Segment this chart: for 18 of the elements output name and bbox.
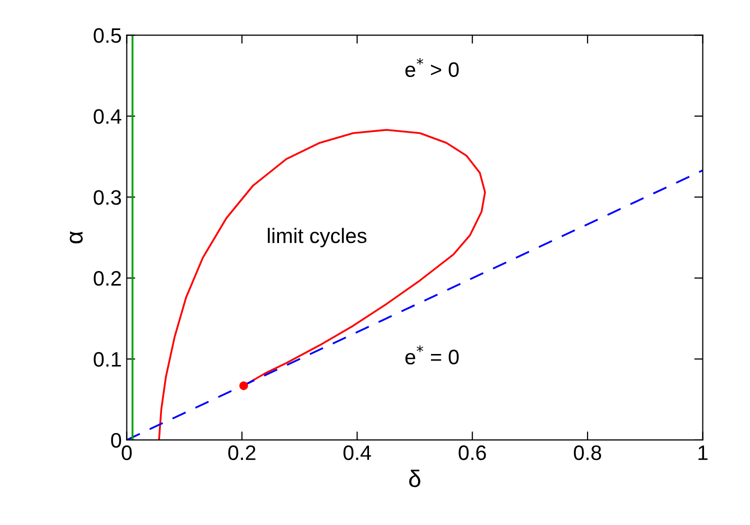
line-series [158, 128, 486, 440]
annotation: e$^{*}$ = 0 [405, 345, 459, 364]
y-tick-label: 0 [111, 432, 122, 448]
annotation: e$^{*}$ > 0 [405, 58, 459, 78]
x-tick-label: 1 [698, 446, 708, 460]
y-axis-title: α [70, 231, 83, 244]
x-axis-title: δ [409, 470, 420, 488]
x-tick-label: 0.4 [343, 445, 372, 460]
y-tick-label: 0.3 [94, 190, 121, 205]
y-tick-label: 0.1 [94, 352, 121, 367]
x-tick-label: 0 [122, 445, 132, 460]
x-tick-label: 0.8 [574, 445, 602, 460]
y-tick-label: 0.4 [94, 109, 122, 124]
y-tick-label: 0.2 [94, 271, 121, 286]
annotation: limit cycles [268, 228, 366, 248]
x-tick-label: 0.2 [228, 445, 256, 460]
y-tick-label: 0.5 [94, 28, 122, 43]
x-tick-label: 0.6 [458, 445, 486, 460]
